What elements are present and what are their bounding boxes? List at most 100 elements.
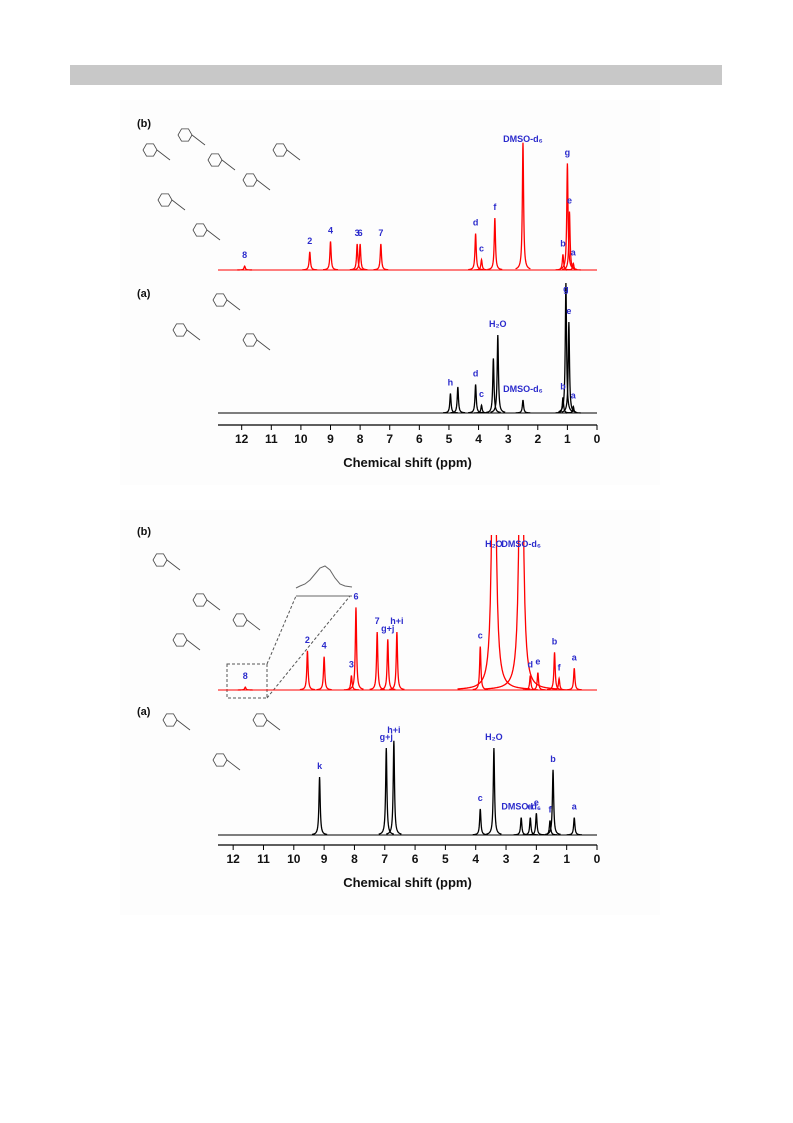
peak-label: d [528, 660, 534, 670]
peak [349, 243, 365, 271]
ring [207, 153, 223, 167]
bond [206, 599, 221, 611]
ring [172, 323, 188, 337]
peak-label: 6 [353, 591, 358, 601]
zoom-inset [295, 565, 353, 589]
peak-label: g+j [380, 732, 393, 742]
peak-label: 6 [358, 228, 363, 238]
ring [242, 173, 258, 187]
bond [171, 199, 186, 211]
peak [468, 384, 484, 414]
peak-label: g [563, 284, 569, 294]
peak-label: 7 [378, 228, 383, 238]
peak-label: f [558, 662, 562, 672]
peak-label: f [549, 805, 553, 815]
peak-label: d [473, 368, 479, 378]
peak [545, 769, 561, 835]
peak-label: DMSO-d₆ [501, 539, 541, 549]
ring [192, 593, 208, 607]
x-tick-label: 3 [503, 852, 510, 866]
chemical-structures [142, 128, 301, 771]
peak-label: 2 [307, 236, 312, 246]
panel-label: (b) [137, 526, 151, 538]
panel-label: (b) [137, 118, 151, 130]
panel-label: (a) [137, 288, 151, 300]
ring [177, 128, 193, 142]
x-tick-label: 11 [265, 432, 278, 446]
bond [176, 719, 191, 731]
peak-label: 3 [349, 660, 354, 670]
x-tick-label: 10 [294, 432, 308, 446]
ring [242, 333, 258, 347]
x-tick-label: 6 [412, 852, 419, 866]
peak-label: 4 [322, 641, 327, 651]
x-tick-label: 9 [327, 432, 334, 446]
peak [380, 639, 396, 691]
x-tick-label: 4 [472, 852, 479, 866]
peak [566, 668, 582, 691]
ring [212, 293, 228, 307]
peak-label: DMSO-d₆ [501, 802, 541, 812]
x-tick-label: 11 [257, 852, 270, 866]
zoom-line [266, 595, 351, 699]
peak [565, 262, 581, 271]
peak [528, 813, 544, 836]
peak-label: f [493, 202, 497, 212]
peak-label: c [478, 793, 483, 803]
bond [221, 159, 236, 171]
x-tick-label: 1 [564, 432, 571, 446]
peak-label: a [572, 652, 578, 662]
peak-label: H₂O [489, 319, 507, 329]
peak [299, 650, 316, 691]
peak [474, 257, 489, 271]
bond [156, 149, 171, 161]
peak-label: e [567, 196, 572, 206]
panel-label: (a) [137, 706, 151, 718]
x-tick-label: 7 [381, 852, 388, 866]
bond [186, 639, 201, 651]
x-tick-label: 12 [235, 432, 249, 446]
peak-label: b [560, 238, 566, 248]
bond [256, 179, 271, 191]
peak-label: a [571, 248, 577, 258]
ring [142, 143, 158, 157]
peak [542, 820, 558, 836]
peak-label: H₂O [485, 539, 503, 549]
peak [302, 251, 318, 271]
peak [468, 233, 484, 271]
x-tick-label: 5 [446, 432, 453, 446]
spectrum [218, 282, 597, 414]
peak [515, 142, 531, 270]
x-tick-label: 1 [563, 852, 570, 866]
zoom-box [226, 663, 268, 699]
peak-label: c [479, 389, 484, 399]
x-tick-label: 6 [416, 432, 423, 446]
x-tick-label: 8 [357, 432, 364, 446]
bond [191, 134, 206, 146]
ring [212, 753, 228, 767]
ring [172, 633, 188, 647]
peak-label: h+i [387, 725, 400, 735]
peak [311, 776, 328, 836]
x-tick-label: 3 [505, 432, 512, 446]
peak-label: a [571, 391, 577, 401]
peak [551, 675, 567, 691]
spectrum [218, 740, 597, 836]
x-tick-label: 0 [594, 432, 601, 446]
ring [232, 613, 248, 627]
peak-label: 7 [375, 616, 380, 626]
peak-label: 4 [328, 225, 333, 235]
bond [226, 759, 241, 771]
x-tick-label: 2 [534, 432, 541, 446]
peak-label: d [473, 218, 479, 228]
peak [487, 217, 503, 271]
x-tick-label: 9 [321, 852, 328, 866]
bond [266, 719, 281, 731]
peak [490, 334, 506, 413]
peak [237, 686, 253, 691]
peak-label: h+i [390, 616, 403, 626]
peak-label: e [535, 657, 540, 667]
x-tick-label: 4 [475, 432, 482, 446]
peak-label: g+j [381, 623, 394, 633]
